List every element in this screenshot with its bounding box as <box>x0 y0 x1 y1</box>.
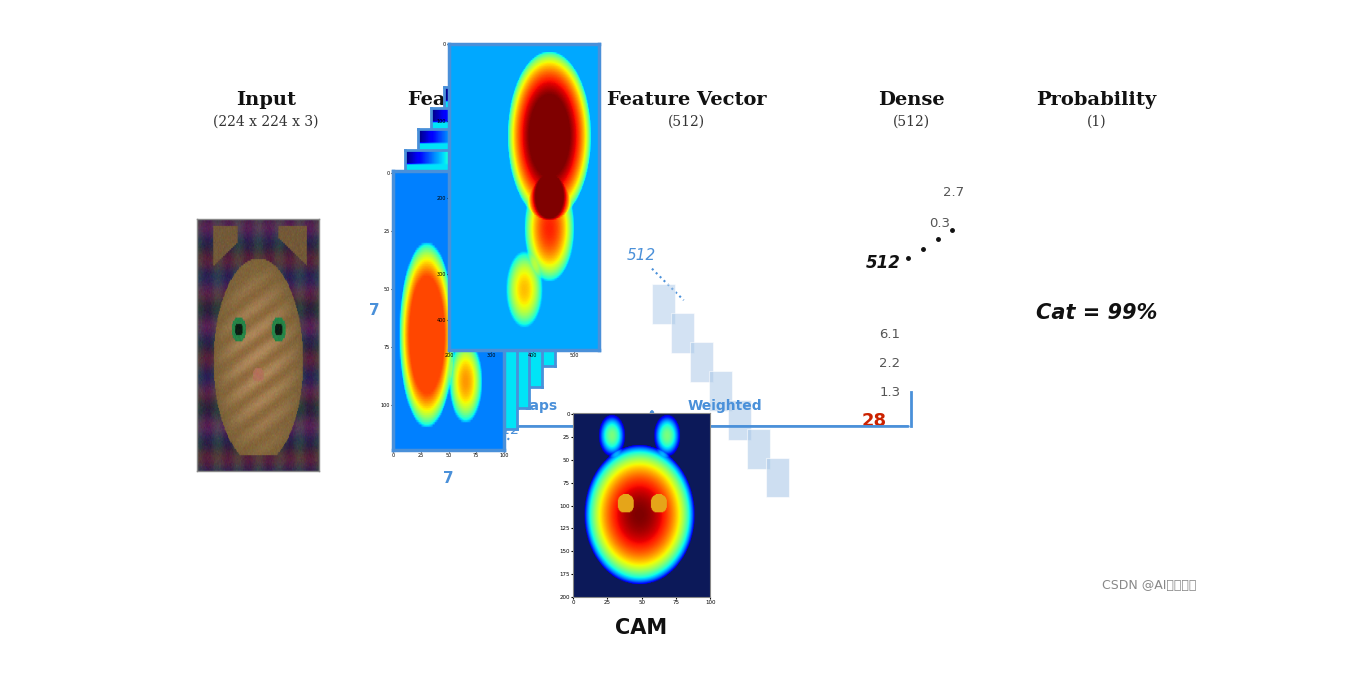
Text: 2.2: 2.2 <box>879 357 901 370</box>
Text: Weighted: Weighted <box>688 400 762 413</box>
Text: (512): (512) <box>669 115 706 128</box>
Text: 28: 28 <box>861 412 887 430</box>
Text: (512): (512) <box>893 115 930 128</box>
Text: Feature Vector: Feature Vector <box>607 92 767 109</box>
Text: Dense: Dense <box>878 92 945 109</box>
Bar <box>728 400 751 440</box>
Bar <box>747 429 770 469</box>
Text: CSDN @AI技术星球: CSDN @AI技术星球 <box>1103 579 1197 592</box>
Text: Probability: Probability <box>1036 92 1156 109</box>
Bar <box>672 313 695 353</box>
Bar <box>652 284 676 324</box>
Text: CAM: CAM <box>616 618 667 639</box>
Text: Input: Input <box>236 92 296 109</box>
Text: 1.3: 1.3 <box>879 386 901 399</box>
Text: 0.3: 0.3 <box>930 217 950 230</box>
Text: 7: 7 <box>370 303 379 318</box>
Text: Feature Maps: Feature Maps <box>408 92 557 109</box>
Text: 6.1: 6.1 <box>879 328 901 341</box>
Text: 2.7: 2.7 <box>943 186 964 199</box>
Text: 7: 7 <box>444 471 453 486</box>
Text: 512: 512 <box>865 254 901 273</box>
Text: Cat = 99%: Cat = 99% <box>1036 303 1158 323</box>
Text: (224 x 224 x 3): (224 x 224 x 3) <box>213 115 318 128</box>
Text: (7 x 7 x 512): (7 x 7 x 512) <box>438 115 527 128</box>
Text: (1): (1) <box>1087 115 1106 128</box>
Bar <box>766 458 789 497</box>
Text: 512: 512 <box>493 423 520 437</box>
Text: Feature Maps: Feature Maps <box>450 400 557 413</box>
Bar <box>691 342 714 382</box>
Bar <box>708 372 733 410</box>
Text: 512: 512 <box>627 249 657 264</box>
